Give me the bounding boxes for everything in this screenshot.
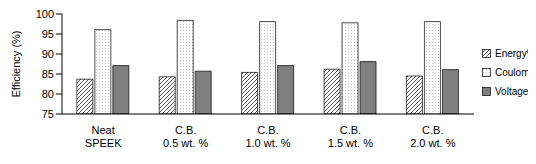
svg-text:C.B.1.0 wt. %: C.B.1.0 wt. % — [245, 124, 290, 149]
svg-text:95: 95 — [42, 28, 54, 40]
svg-text:C.B.2.0 wt. %: C.B.2.0 wt. % — [410, 124, 455, 149]
svg-text:C.B.1.5 wt. %: C.B.1.5 wt. % — [328, 124, 373, 149]
svg-text:NeatSPEEK: NeatSPEEK — [85, 124, 122, 149]
svg-text:80: 80 — [42, 88, 54, 100]
svg-text:100: 100 — [36, 8, 54, 20]
svg-text:90: 90 — [42, 48, 54, 60]
svg-text:C.B.0.5 wt. %: C.B.0.5 wt. % — [163, 124, 208, 149]
svg-text:75: 75 — [42, 108, 54, 120]
svg-text:85: 85 — [42, 68, 54, 80]
svg-text:Efficiency (%): Efficiency (%) — [10, 30, 22, 97]
html-text:Energy%: Energy% — [495, 48, 536, 59]
